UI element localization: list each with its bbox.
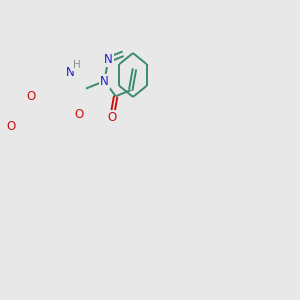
Text: H: H: [73, 60, 80, 70]
Text: N: N: [104, 53, 112, 66]
Text: O: O: [107, 111, 117, 124]
Text: O: O: [6, 119, 16, 133]
Text: N: N: [100, 75, 109, 88]
Text: O: O: [27, 91, 36, 103]
Text: N: N: [66, 66, 74, 79]
Text: O: O: [74, 108, 83, 121]
